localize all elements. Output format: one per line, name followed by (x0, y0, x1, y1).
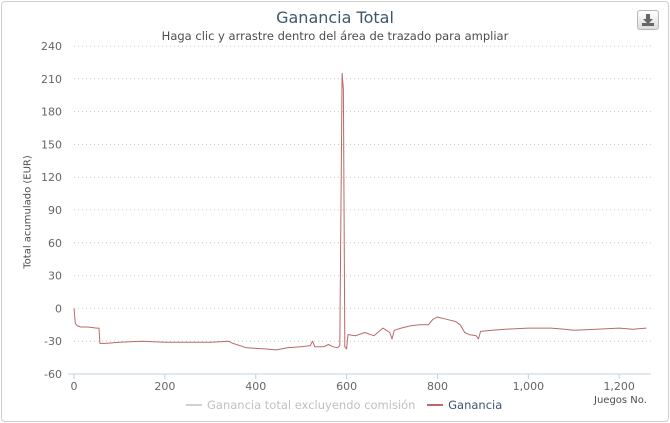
x-tick-label: 0 (71, 380, 78, 393)
y-tick-label: 240 (41, 40, 62, 53)
series-line-ganancia (73, 72, 647, 351)
legend-swatch (427, 404, 444, 406)
y-tick-label: 180 (41, 106, 62, 119)
y-tick-label: 30 (48, 270, 62, 283)
x-tick-label: 600 (336, 380, 357, 393)
y-tick-label: 60 (48, 237, 62, 250)
legend-item-ganancia[interactable]: Ganancia (427, 398, 502, 412)
x-tick-label: 200 (154, 380, 175, 393)
x-axis-label: Juegos No. (594, 395, 647, 406)
x-tick-label: 1,200 (603, 380, 635, 393)
legend-item-excluding-commission[interactable]: Ganancia total excluyendo comisión (186, 398, 415, 412)
legend-label: Ganancia (448, 398, 503, 412)
y-tick-label: 0 (55, 302, 62, 315)
chart-title: Ganancia Total (276, 8, 394, 27)
x-tick-label: 800 (427, 380, 448, 393)
y-tick-label: -60 (44, 368, 62, 381)
x-tick-label: 400 (245, 380, 266, 393)
legend-swatch (186, 404, 202, 406)
y-tick-label: 150 (41, 138, 62, 151)
y-tick-label: 210 (41, 73, 62, 86)
y-axis-label: Total acumulado (EUR) (22, 155, 34, 269)
y-tick-label: 90 (48, 204, 62, 217)
chart-legend: Ganancia total excluyendo comisión Ganan… (186, 395, 510, 412)
y-tick-label: 120 (41, 171, 62, 184)
download-icon (642, 14, 654, 26)
y-tick-label: -30 (44, 335, 62, 348)
x-tick-label: 1,000 (513, 380, 545, 393)
export-button[interactable] (637, 10, 659, 30)
chart-subtitle: Haga clic y arrastre dentro del área de … (161, 29, 509, 43)
legend-label: Ganancia total excluyendo comisión (207, 398, 416, 412)
